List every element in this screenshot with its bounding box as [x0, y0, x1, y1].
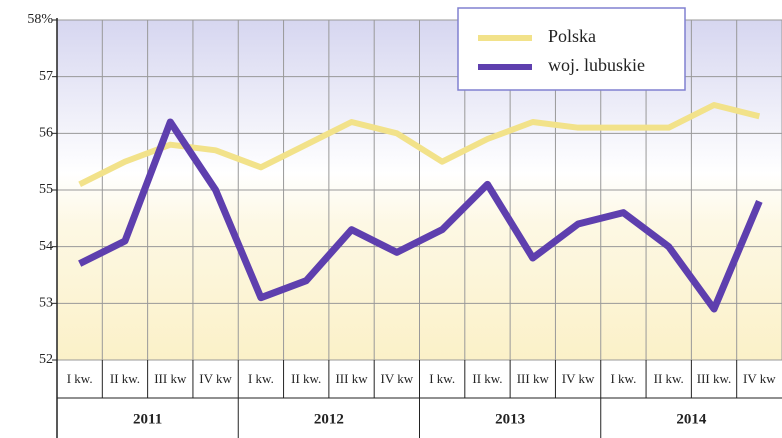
x-tick-label: III kw	[154, 371, 187, 386]
year-label: 2011	[133, 411, 162, 427]
y-tick-label: 56	[39, 126, 53, 141]
series-line	[78, 102, 761, 188]
x-tick-label: IV kw	[562, 371, 595, 386]
x-tick-label: III kw	[517, 371, 550, 386]
y-tick-label: 55	[39, 182, 53, 197]
y-tick-label: 54	[39, 239, 53, 254]
x-tick-label: II kw.	[110, 371, 140, 386]
year-label: 2012	[314, 411, 344, 427]
y-tick-label: 53	[39, 296, 53, 311]
legend-label: Polska	[548, 26, 596, 46]
y-tick-label: 58%	[27, 12, 53, 27]
year-label: 2014	[676, 411, 707, 427]
year-label: 2013	[495, 411, 525, 427]
x-tick-label: III kw	[335, 371, 368, 386]
x-tick-label: IV kw	[381, 371, 414, 386]
x-tick-label: II kw.	[472, 371, 502, 386]
legend	[457, 7, 686, 91]
x-tick-label: I kw.	[610, 371, 636, 386]
y-tick-label: 52	[39, 352, 53, 367]
x-tick-label: I kw.	[429, 371, 455, 386]
legend-label: woj. lubuskie	[548, 55, 645, 75]
series-line	[78, 118, 763, 313]
x-tick-label: I kw.	[248, 371, 274, 386]
x-tick-label: II kw.	[291, 371, 321, 386]
x-tick-label: III kw.	[697, 371, 732, 386]
x-tick-label: IV kw	[743, 371, 776, 386]
x-tick-label: I kw.	[67, 371, 93, 386]
x-tick-label: II kw.	[654, 371, 684, 386]
y-tick-label: 57	[39, 69, 53, 84]
x-tick-label: IV kw	[199, 371, 232, 386]
